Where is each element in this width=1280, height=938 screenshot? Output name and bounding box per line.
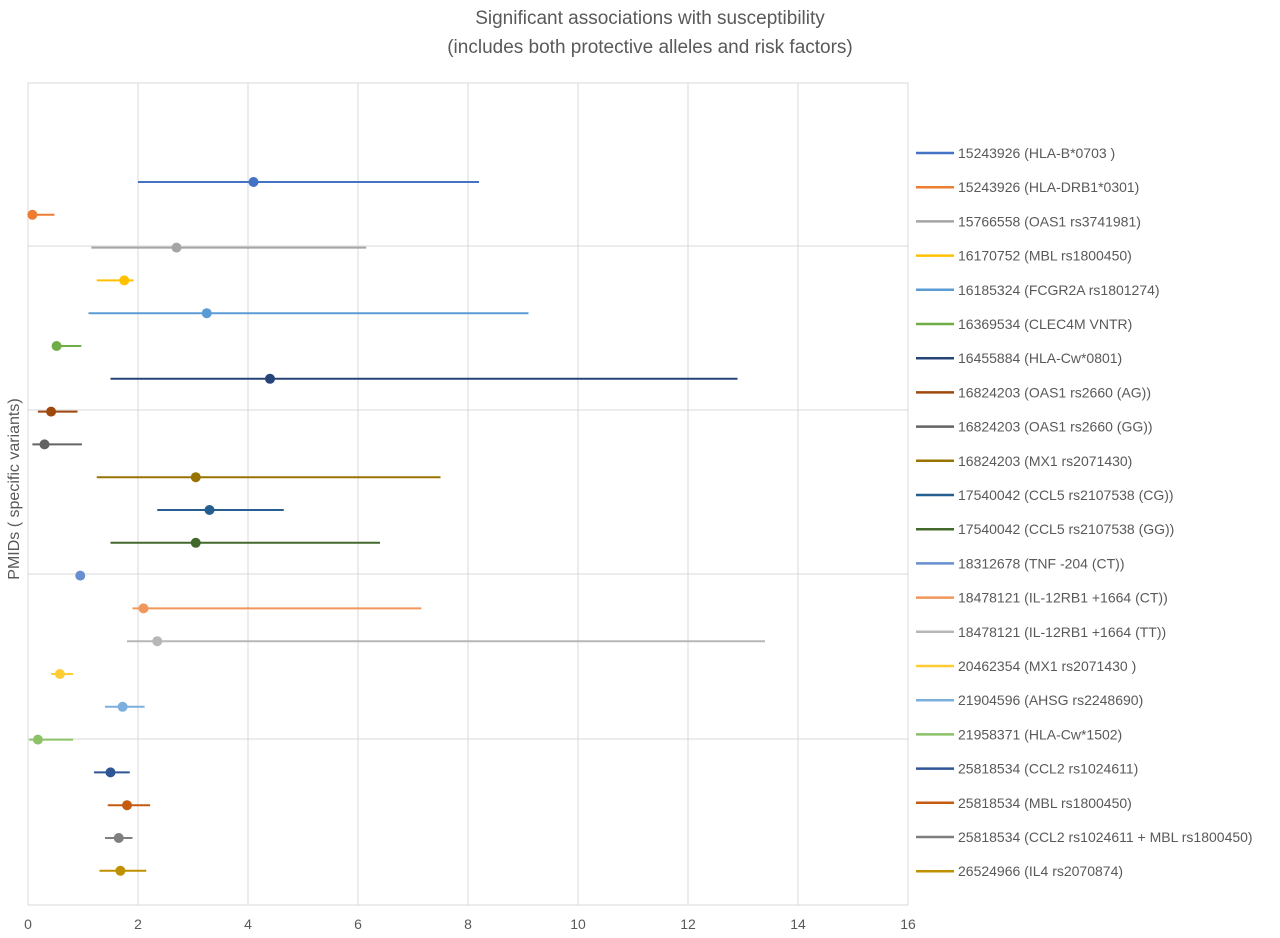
series-layer bbox=[27, 177, 765, 876]
point-marker bbox=[54, 669, 65, 679]
point-marker bbox=[113, 833, 124, 843]
point-marker bbox=[32, 734, 43, 745]
x-tick-label: 16 bbox=[900, 916, 916, 932]
legend-label: 16455884 (HLA-Cw*0801) bbox=[958, 350, 1122, 366]
legend-label: 18478121 (IL-12RB1 +1664 (TT)) bbox=[958, 624, 1166, 640]
point-marker bbox=[152, 636, 163, 647]
x-tick-label: 12 bbox=[680, 916, 696, 932]
point-marker bbox=[204, 505, 215, 515]
legend-label: 15243926 (HLA-DRB1*0301) bbox=[958, 179, 1139, 195]
x-tick-label: 6 bbox=[354, 916, 362, 932]
legend: 15243926 (HLA-B*0703 ) 15243926 (HLA-DRB1… bbox=[916, 145, 1253, 879]
x-tick-label: 10 bbox=[570, 916, 586, 932]
point-marker bbox=[190, 472, 201, 483]
point-marker bbox=[119, 275, 130, 286]
legend-label: 17540042 (CCL5 rs2107538 (GG)) bbox=[958, 521, 1174, 537]
legend-label: 21958371 (HLA-Cw*1502) bbox=[958, 726, 1122, 742]
legend-label: 16824203 (OAS1 rs2660 (AG)) bbox=[958, 384, 1151, 400]
legend-label: 25818534 (MBL rs1800450) bbox=[958, 795, 1132, 811]
legend-label: 25818534 (CCL2 rs1024611) bbox=[958, 761, 1138, 777]
point-marker bbox=[105, 767, 116, 778]
x-tick-label: 8 bbox=[464, 916, 472, 932]
point-marker bbox=[138, 603, 149, 614]
legend-label: 16170752 (MBL rs1800450) bbox=[958, 248, 1132, 264]
grid-layer bbox=[27, 82, 909, 906]
legend-label: 18478121 (IL-12RB1 +1664 (CT)) bbox=[958, 590, 1168, 606]
legend-label: 16369534 (CLEC4M VNTR) bbox=[958, 316, 1132, 332]
point-marker bbox=[122, 800, 132, 811]
legend-label: 21904596 (AHSG rs2248690) bbox=[958, 692, 1143, 708]
legend-label: 15243926 (HLA-B*0703 ) bbox=[958, 145, 1115, 161]
point-marker bbox=[51, 341, 62, 351]
point-marker bbox=[265, 373, 275, 384]
legend-label: 20462354 (MX1 rs2071430 ) bbox=[958, 658, 1136, 674]
x-tick-label: 2 bbox=[134, 916, 142, 932]
legend-label: 18312678 (TNF -204 (CT)) bbox=[958, 555, 1125, 571]
x-tick-layer: 0 2 4 6 8 10 12 14 16 bbox=[24, 916, 916, 932]
point-marker bbox=[171, 242, 182, 253]
chart-title-line-2: (includes both protective alleles and ri… bbox=[447, 37, 853, 58]
legend-label: 17540042 (CCL5 rs2107538 (CG)) bbox=[958, 487, 1174, 503]
legend-label: 15766558 (OAS1 rs3741981) bbox=[958, 213, 1141, 229]
legend-label: 26524966 (IL4 rs2070874) bbox=[958, 863, 1123, 879]
point-marker bbox=[201, 308, 212, 319]
point-marker bbox=[115, 865, 126, 876]
point-marker bbox=[27, 209, 38, 220]
legend-label: 25818534 (CCL2 rs1024611 + MBL rs1800450… bbox=[958, 829, 1253, 845]
x-tick-label: 0 bbox=[24, 916, 32, 932]
legend-label: 16824203 (OAS1 rs2660 (GG)) bbox=[958, 419, 1153, 435]
point-marker bbox=[190, 537, 201, 548]
point-marker bbox=[117, 701, 128, 712]
x-tick-label: 14 bbox=[790, 916, 806, 932]
point-marker bbox=[39, 439, 50, 450]
point-marker bbox=[75, 570, 86, 581]
x-tick-label: 4 bbox=[244, 916, 252, 932]
point-marker bbox=[46, 406, 57, 417]
legend-label: 16185324 (FCGR2A rs1801274) bbox=[958, 282, 1160, 298]
chart-title-line-1: Significant associations with susceptibi… bbox=[475, 8, 825, 29]
point-marker bbox=[248, 177, 259, 187]
legend-label: 16824203 (MX1 rs2071430) bbox=[958, 453, 1132, 469]
